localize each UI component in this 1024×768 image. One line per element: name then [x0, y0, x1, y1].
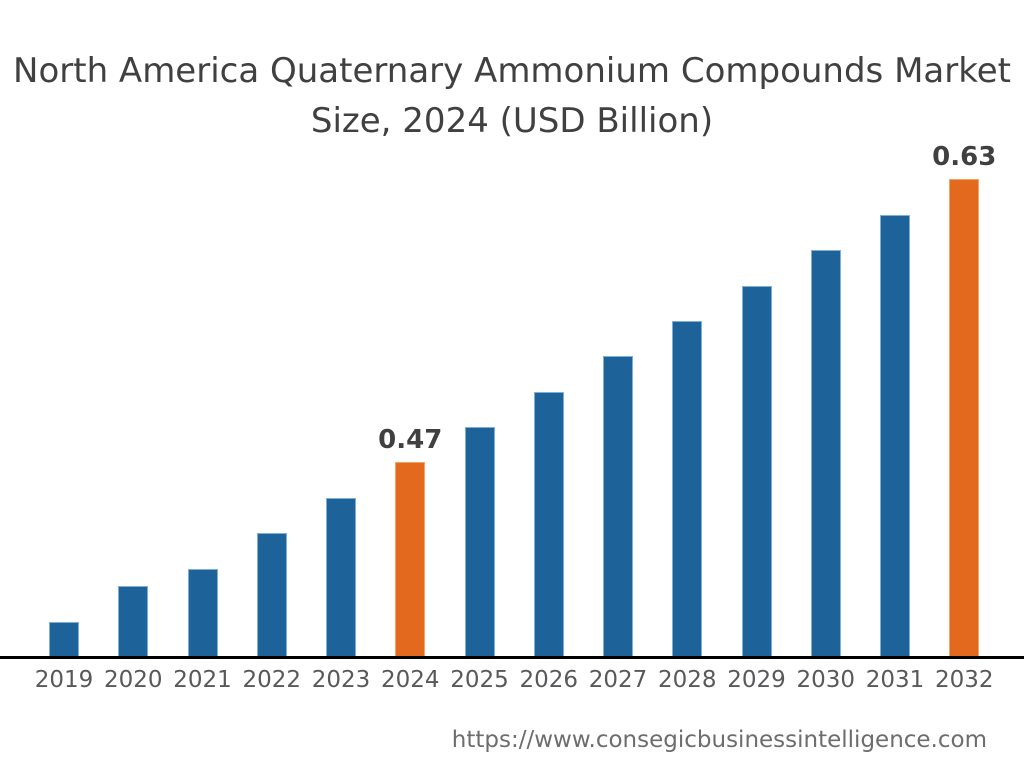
bar-2029 [741, 286, 772, 657]
x-tick-2032: 2032 [934, 667, 994, 693]
x-tick-2021: 2021 [173, 667, 232, 693]
bar-2021 [187, 569, 218, 657]
x-tick-2028: 2028 [657, 667, 717, 693]
x-tick-2023: 2023 [311, 667, 371, 693]
x-tick-2029: 2029 [727, 667, 786, 693]
x-tick-2024: 2024 [380, 667, 440, 693]
x-tick-2031: 2031 [865, 667, 925, 693]
data-label-2024: 0.47 [378, 425, 443, 455]
data-label-2032: 0.63 [932, 142, 997, 172]
x-tick-2026: 2026 [519, 667, 579, 693]
bar-2030 [810, 250, 841, 657]
bar-2023 [326, 498, 356, 657]
bar-2026 [533, 392, 564, 657]
x-tick-2020: 2020 [103, 667, 163, 693]
x-tick-2025: 2025 [450, 667, 509, 693]
chart-title-line2: Size, 2024 (USD Billion) [310, 101, 714, 141]
x-tick-2022: 2022 [242, 667, 302, 693]
chart-title: North America Quaternary Ammonium Compou… [0, 46, 1024, 146]
bar-2022 [256, 533, 287, 657]
bar-2019 [49, 622, 79, 657]
bar-2032 [949, 179, 980, 657]
x-tick-2027: 2027 [588, 667, 648, 693]
chart-title-line1: North America Quaternary Ammonium Compou… [13, 51, 1011, 91]
bar-2025 [464, 427, 495, 657]
x-tick-2030: 2030 [796, 667, 856, 693]
bar-2028 [672, 321, 703, 657]
x-tick-2019: 2019 [34, 667, 94, 693]
x-axis-line [0, 656, 1024, 659]
bar-2027 [603, 356, 633, 657]
bar-2031 [880, 215, 910, 657]
source-url: https://www.consegicbusinessintelligence… [451, 727, 987, 753]
bar-2020 [118, 586, 149, 657]
bar-2024 [395, 462, 426, 657]
